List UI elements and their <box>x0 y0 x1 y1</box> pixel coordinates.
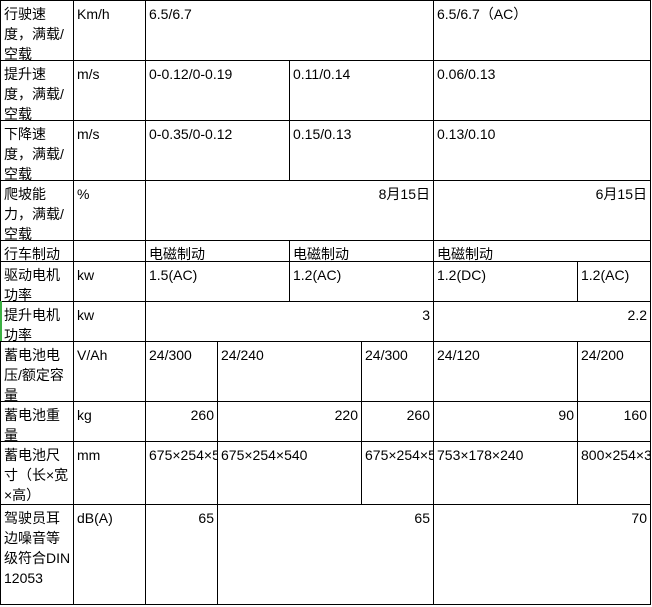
value-cell: 260 <box>145 401 218 442</box>
value-cell: 220 <box>217 401 362 442</box>
value-cell: 70 <box>433 504 651 605</box>
value-cell: 6.5/6.7 <box>145 0 434 61</box>
row-unit: kg <box>73 401 146 442</box>
value-cell: 24/240 <box>217 341 362 402</box>
value-cell: 160 <box>577 401 651 442</box>
value-cell: 0.13/0.10 <box>433 120 651 181</box>
value-cell: 8月15日 <box>145 180 434 241</box>
row-unit: m/s <box>73 60 146 121</box>
value-cell: 电磁制动 <box>289 240 434 262</box>
row-label: 蓄电池尺寸（长×宽×高） <box>0 441 74 505</box>
row-unit: V/Ah <box>73 341 146 402</box>
row-unit <box>73 240 146 262</box>
row-label: 蓄电池重量 <box>0 401 74 442</box>
value-cell: 753×178×240 <box>433 441 578 505</box>
value-cell: 1.2(DC) <box>433 261 578 302</box>
row-unit: m/s <box>73 120 146 181</box>
value-cell: 24/200 <box>577 341 651 402</box>
row-label: 驱动电机功率 <box>0 261 74 302</box>
value-cell: 电磁制动 <box>433 240 651 262</box>
value-cell: 0-0.12/0-0.19 <box>145 60 290 121</box>
value-cell: 1.2(AC) <box>577 261 651 302</box>
row-label: 提升电机功率 <box>0 301 74 342</box>
value-cell: 24/120 <box>433 341 578 402</box>
value-cell: 65 <box>145 504 218 605</box>
value-cell: 675×254×540 <box>361 441 434 505</box>
value-cell: 675×254×540 <box>217 441 362 505</box>
selection-marker <box>0 301 2 341</box>
value-cell: 260 <box>361 401 434 442</box>
row-label: 蓄电池电压/额定容量 <box>0 341 74 402</box>
value-cell: 0.06/0.13 <box>433 60 651 121</box>
value-cell: 24/300 <box>145 341 218 402</box>
row-unit: dB(A) <box>73 504 146 605</box>
value-cell: 0.11/0.14 <box>289 60 434 121</box>
row-unit: Km/h <box>73 0 146 61</box>
value-cell: 1.2(AC) <box>289 261 434 302</box>
row-unit: % <box>73 180 146 241</box>
value-cell: 675×254×540 <box>145 441 218 505</box>
row-label: 提升速度，满载/空载 <box>0 60 74 121</box>
value-cell: 65 <box>217 504 434 605</box>
row-unit: kw <box>73 301 146 342</box>
row-label: 行车制动 <box>0 240 74 262</box>
value-cell: 90 <box>433 401 578 442</box>
row-label: 爬坡能力，满载/空载 <box>0 180 74 241</box>
value-cell: 6月15日 <box>433 180 651 241</box>
row-unit: mm <box>73 441 146 505</box>
value-cell: 3 <box>145 301 434 342</box>
value-cell: 0.15/0.13 <box>289 120 434 181</box>
value-cell: 800×254×320 <box>577 441 651 505</box>
value-cell: 电磁制动 <box>145 240 290 262</box>
row-label: 行驶速度，满载/空载 <box>0 0 74 61</box>
value-cell: 2.2 <box>433 301 651 342</box>
row-label: 驾驶员耳边噪音等级符合DIN12053 <box>0 504 74 605</box>
value-cell: 24/300 <box>361 341 434 402</box>
value-cell: 6.5/6.7（AC） <box>433 0 651 61</box>
value-cell: 0-0.35/0-0.12 <box>145 120 290 181</box>
row-unit: kw <box>73 261 146 302</box>
value-cell: 1.5(AC) <box>145 261 290 302</box>
row-label: 下降速度，满载/空载 <box>0 120 74 181</box>
